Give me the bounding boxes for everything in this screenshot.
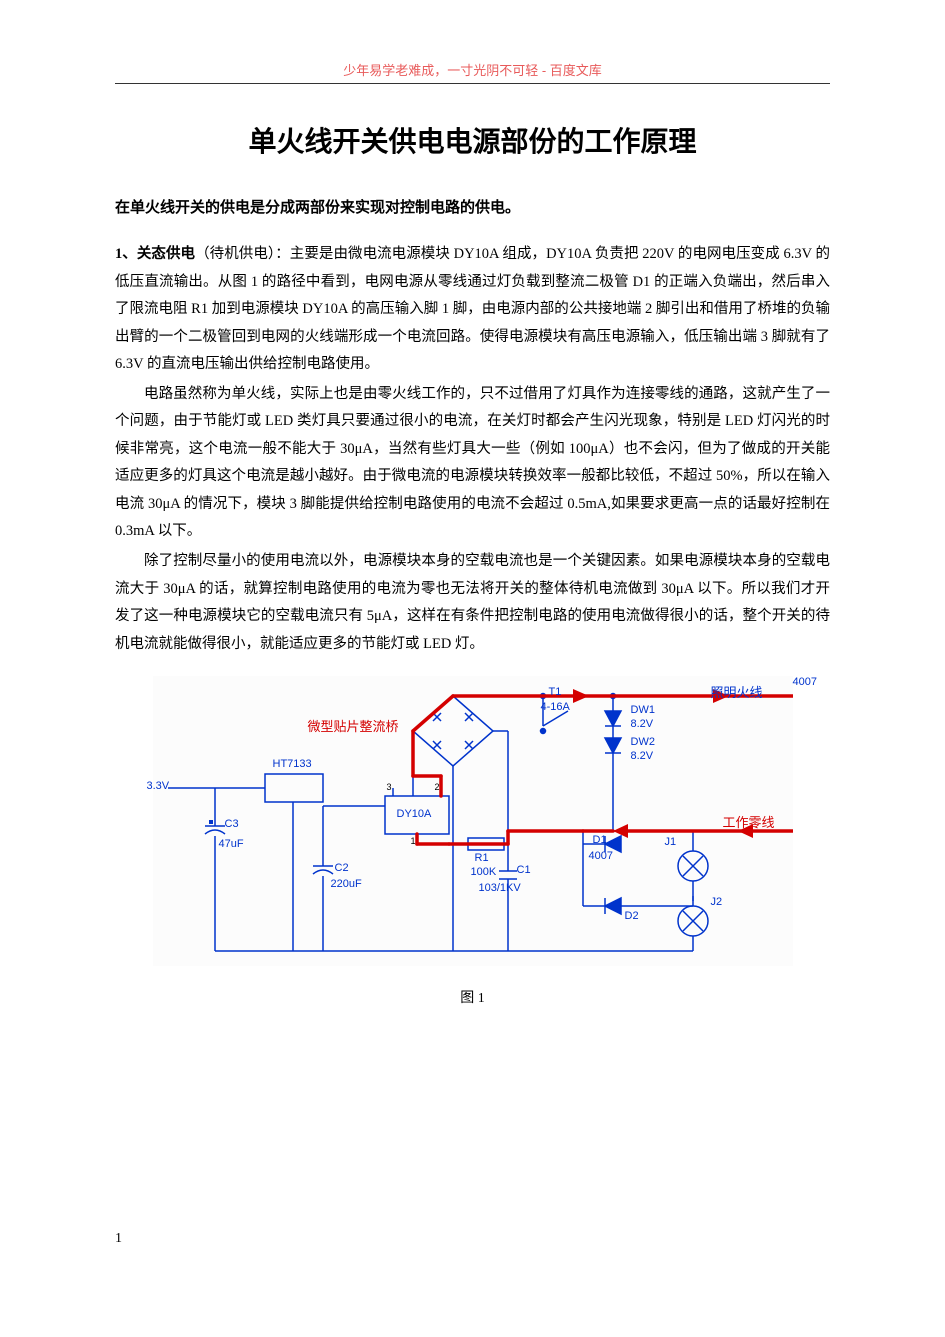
label-neutral: 工作零线 — [723, 812, 775, 831]
label-c3v: 47uF — [219, 838, 244, 850]
label-dw1: DW1 — [631, 704, 655, 716]
label-dy10a: DY10A — [397, 808, 432, 820]
subtitle: 在单火线开关的供电是分成两部份来实现对控制电路的供电。 — [115, 196, 830, 217]
label-dw2: DW2 — [631, 736, 655, 748]
label-ht7133: HT7133 — [273, 758, 312, 770]
label-fireline: 照明火线 — [711, 682, 763, 701]
label-t1: T1 — [549, 686, 562, 698]
label-r1v: 100K — [471, 866, 497, 878]
paragraph-1: 1、关态供电（待机供电）：主要是由微电流电源模块 DY10A 组成，DY10A … — [115, 241, 830, 379]
label-d2v: 4007 — [793, 676, 817, 688]
label-r1: R1 — [475, 852, 489, 864]
header-tagline: 少年易学老难成，一寸光阴不可轻 - 百度文库 — [115, 60, 830, 79]
label-3v3: 3.3V — [147, 780, 170, 792]
label-c3: C3 — [225, 818, 239, 830]
label-c2: C2 — [335, 862, 349, 874]
label-dw2v: 8.2V — [631, 750, 654, 762]
label-bridge: 微型贴片整流桥 — [308, 716, 399, 735]
para1-body: （待机供电）：主要是由微电流电源模块 DY10A 组成，DY10A 负责把 22… — [115, 246, 830, 372]
label-t1v: 4-16A — [541, 701, 570, 713]
figure-1: 微型贴片整流桥 HT7133 3.3V C3 47uF C2 220uF DY1… — [153, 676, 793, 966]
label-d2: D2 — [625, 910, 639, 922]
label-j1: J1 — [665, 836, 677, 848]
label-j2: J2 — [711, 896, 723, 908]
para1-lead: 1、关态供电 — [115, 246, 195, 262]
label-c1v: 103/1KV — [479, 882, 521, 894]
page-number: 1 — [115, 1231, 122, 1247]
circuit-diagram-svg — [153, 676, 793, 966]
figure-1-wrap: 微型贴片整流桥 HT7133 3.3V C3 47uF C2 220uF DY1… — [115, 676, 830, 1007]
label-pin2: 2 — [435, 782, 440, 792]
label-c1: C1 — [517, 864, 531, 876]
label-c2v: 220uF — [331, 878, 362, 890]
label-pin1: 1 — [411, 836, 416, 846]
label-d1v: 4007 — [589, 850, 613, 862]
label-pin3: 3 — [387, 782, 392, 792]
paragraph-3: 除了控制尽量小的使用电流以外，电源模块本身的空载电流也是一个关键因素。如果电源模… — [115, 548, 830, 658]
label-dw1v: 8.2V — [631, 718, 654, 730]
label-d1: D1 — [593, 834, 607, 846]
paragraph-2: 电路虽然称为单火线，实际上也是由零火线工作的，只不过借用了灯具作为连接零线的通路… — [115, 381, 830, 546]
figure-1-caption: 图 1 — [115, 987, 830, 1007]
header-rule — [115, 83, 830, 84]
page-title: 单火线开关供电电源部份的工作原理 — [115, 120, 830, 160]
